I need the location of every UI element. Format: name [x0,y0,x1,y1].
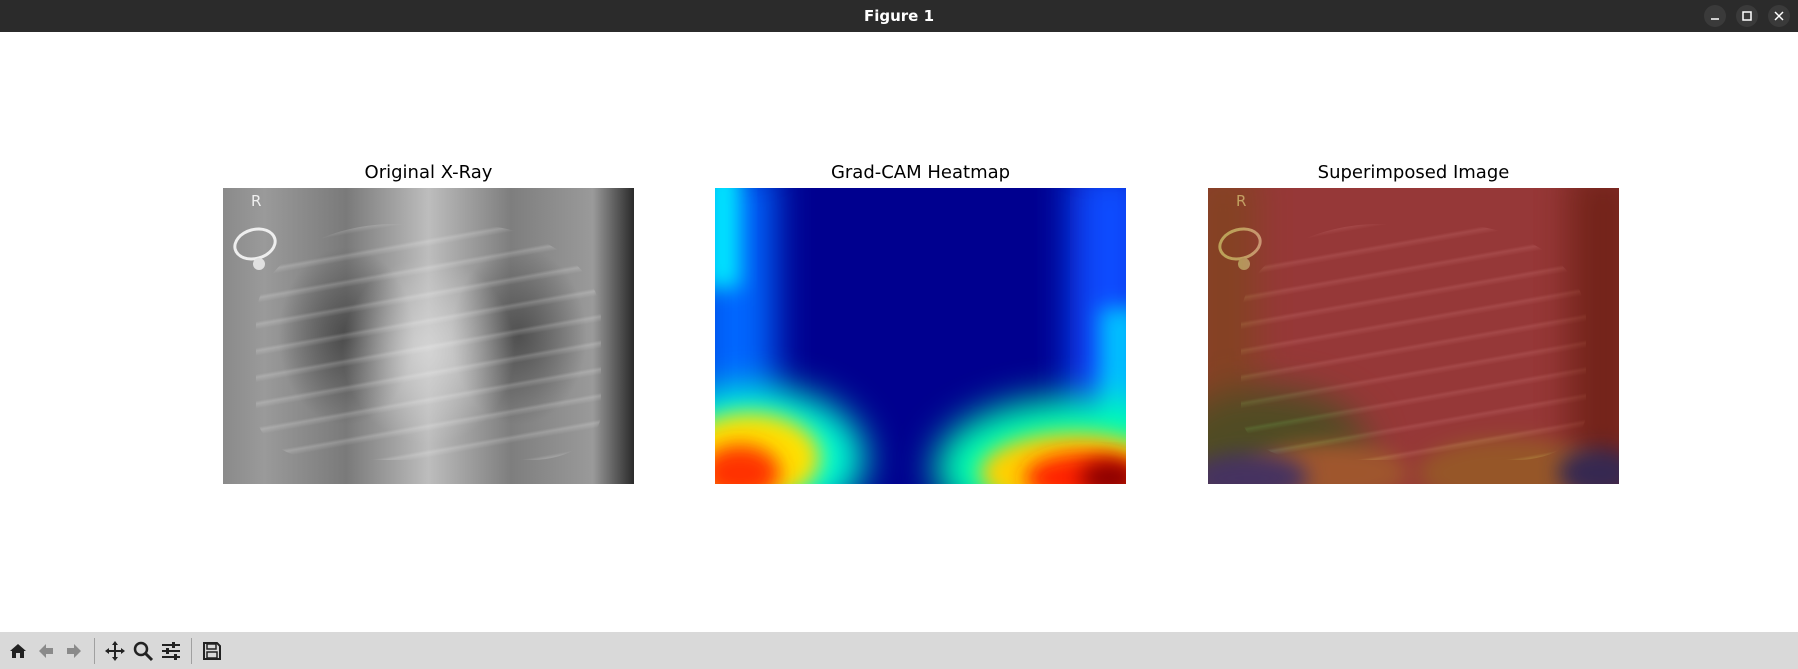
subplot-title-heatmap: Grad-CAM Heatmap [830,162,1011,183]
close-button[interactable] [1768,5,1790,27]
gradcam-heatmap-image [715,188,1126,484]
window-titlebar: Figure 1 [0,0,1798,32]
close-icon [1774,11,1784,21]
subplot-title-superimposed: Superimposed Image [1317,162,1510,183]
toolbar-separator [191,637,192,664]
home-icon [10,643,26,658]
maximize-icon [1742,11,1752,21]
back-arrow-icon [39,643,53,658]
pan-button[interactable] [101,637,129,665]
matplotlib-toolbar [0,632,1798,669]
zoom-button[interactable] [129,637,157,665]
window-title: Figure 1 [863,7,935,25]
configure-subplots-icon [162,641,180,660]
configure-subplots-button[interactable] [157,637,185,665]
toolbar-separator [94,637,95,664]
xray-side-marker: R [251,192,262,210]
save-icon [203,641,221,660]
original-xray-image: R [223,188,634,484]
ecg-lead-dot [253,258,265,270]
heatmap-drawing [715,188,1126,484]
figure-canvas[interactable]: Original X-Ray R Grad-CAM Heatmap [0,32,1798,632]
back-button[interactable] [32,637,60,665]
window-controls [1704,0,1790,32]
save-button[interactable] [198,637,226,665]
minimize-icon [1711,18,1719,20]
zoom-icon [133,641,154,661]
superimposed-image: R [1208,188,1619,484]
maximize-button[interactable] [1736,5,1758,27]
home-button[interactable] [4,637,32,665]
superimposed-overlay [1208,188,1619,484]
rib-pattern [255,223,602,461]
subplot-title-original: Original X-Ray [364,162,493,183]
minimize-button[interactable] [1704,5,1726,27]
forward-arrow-icon [67,643,81,658]
forward-button[interactable] [60,637,88,665]
pan-icon [105,640,125,661]
